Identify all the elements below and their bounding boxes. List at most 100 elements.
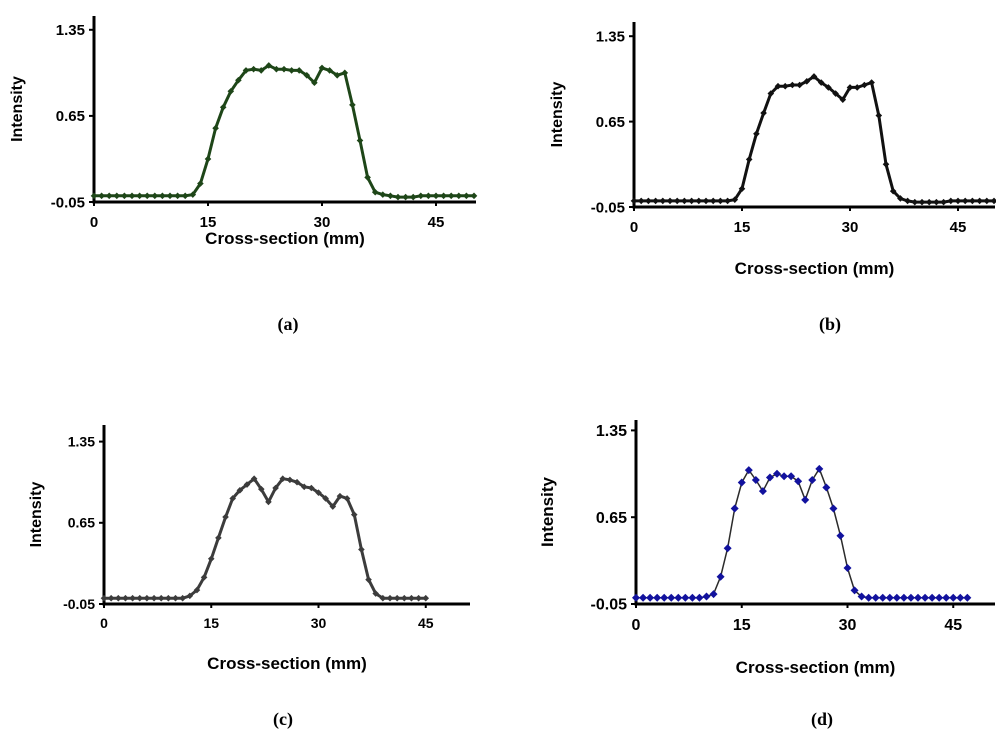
panel-label-a: (a): [277, 314, 299, 334]
data-point: [637, 197, 645, 205]
data-point: [189, 191, 197, 198]
data-point: [372, 590, 379, 597]
y-axis-label: Intensity: [549, 82, 566, 148]
data-point: [914, 593, 922, 602]
data-point: [250, 65, 257, 73]
data-point: [956, 593, 965, 602]
data-point: [322, 495, 329, 502]
data-point: [688, 593, 697, 602]
data-point: [674, 593, 683, 602]
data-point: [286, 476, 294, 484]
data-point: [318, 64, 326, 72]
data-point: [738, 185, 746, 192]
data-point: [717, 197, 724, 205]
data-point: [878, 593, 887, 602]
data-point: [829, 504, 838, 513]
data-point: [136, 192, 143, 200]
data-point: [432, 192, 440, 200]
data-point: [808, 476, 817, 484]
data-point: [810, 73, 818, 80]
data-point: [308, 484, 315, 492]
data-point: [861, 81, 868, 89]
data-point: [963, 593, 972, 602]
x-tick-label: 45: [418, 615, 434, 631]
data-point: [402, 193, 409, 201]
y-tick-label: 0.65: [56, 108, 85, 125]
data-point: [954, 197, 962, 205]
data-point: [853, 84, 861, 91]
data-point: [935, 593, 944, 602]
data-point: [265, 498, 272, 506]
data-point: [157, 594, 165, 602]
data-point: [349, 101, 356, 109]
panel-label-c: (c): [273, 709, 293, 729]
x-tick-label: 30: [311, 615, 327, 631]
data-point: [928, 593, 937, 602]
x-tick-label: 30: [314, 214, 331, 231]
y-tick-label: -0.05: [51, 194, 85, 211]
y-tick-label: 0.65: [68, 515, 95, 531]
x-tick-label: 0: [630, 219, 638, 236]
data-point: [702, 592, 711, 601]
data-point: [889, 187, 897, 195]
data-point: [681, 593, 690, 602]
data-point: [293, 478, 301, 486]
data-point: [98, 192, 105, 200]
data-point: [181, 192, 189, 200]
data-point: [681, 197, 688, 205]
data-point: [918, 198, 926, 206]
data-point: [408, 594, 415, 602]
data-point: [151, 192, 159, 200]
data-point: [242, 67, 250, 74]
data-point: [846, 84, 854, 91]
data-point: [394, 193, 402, 201]
x-tick-label: 45: [428, 214, 445, 231]
data-point: [300, 483, 308, 491]
data-point: [667, 593, 676, 602]
data-point: [737, 478, 746, 487]
data-point: [836, 531, 845, 540]
data-point: [645, 197, 652, 205]
x-tick-label: 0: [90, 214, 98, 231]
data-point: [803, 78, 811, 85]
series-line: [94, 64, 474, 199]
data-point: [329, 503, 337, 510]
data-point: [892, 593, 901, 602]
data-point: [796, 81, 803, 89]
x-tick-label: 15: [733, 617, 751, 634]
data-point: [983, 197, 991, 205]
data-point: [455, 192, 463, 200]
data-point: [165, 594, 172, 602]
y-tick-label: 1.35: [68, 434, 95, 450]
data-point: [652, 197, 659, 205]
data-point: [409, 193, 417, 201]
data-point: [947, 197, 955, 205]
data-point: [659, 197, 667, 205]
data-point: [702, 197, 710, 205]
data-point: [882, 161, 890, 168]
data-point: [243, 481, 251, 488]
data-point: [229, 495, 236, 502]
data-point: [417, 192, 425, 200]
panel-label-b: (b): [819, 314, 841, 334]
data-point: [273, 65, 280, 73]
data-point: [744, 466, 753, 475]
data-point: [940, 198, 947, 206]
data-point: [850, 586, 859, 595]
chart-b: -0.05 0.65 1.35 0 15 30 45 Cross-section (mm) In…: [549, 22, 996, 278]
y-tick-label: 1.35: [56, 22, 85, 39]
y-tick-label: 0.65: [596, 114, 625, 131]
data-point: [794, 477, 803, 486]
data-point: [899, 593, 908, 602]
y-tick-label: -0.05: [591, 597, 628, 614]
data-point: [379, 191, 387, 198]
data-point: [695, 197, 703, 205]
data-point: [364, 174, 371, 181]
data-point: [365, 576, 372, 583]
data-point: [825, 84, 832, 91]
panel-label-d: (d): [811, 709, 833, 729]
data-point: [257, 67, 265, 74]
data-point: [843, 564, 852, 573]
data-point: [136, 594, 144, 602]
data-point: [212, 124, 219, 132]
